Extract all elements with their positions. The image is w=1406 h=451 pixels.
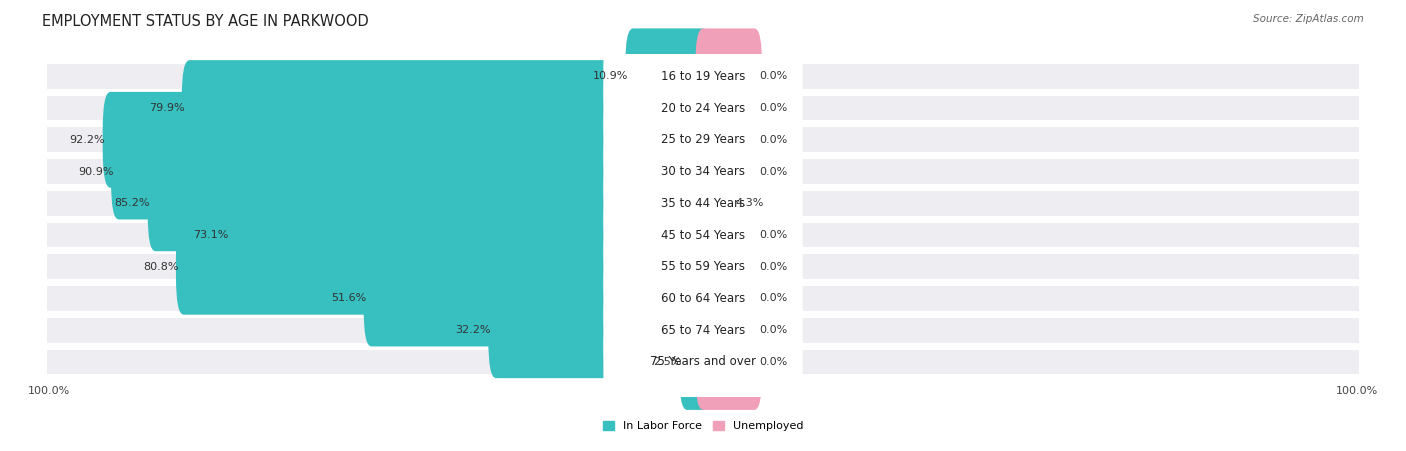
Text: 0.0%: 0.0% xyxy=(759,262,787,272)
FancyBboxPatch shape xyxy=(48,283,1358,314)
FancyBboxPatch shape xyxy=(48,159,1358,184)
FancyBboxPatch shape xyxy=(696,60,762,156)
FancyBboxPatch shape xyxy=(603,179,803,291)
Text: 2.5%: 2.5% xyxy=(654,357,682,367)
Text: 100.0%: 100.0% xyxy=(1336,386,1378,396)
FancyBboxPatch shape xyxy=(48,191,1358,216)
FancyBboxPatch shape xyxy=(679,314,710,410)
FancyBboxPatch shape xyxy=(696,187,762,283)
Text: 0.0%: 0.0% xyxy=(759,103,787,113)
FancyBboxPatch shape xyxy=(181,60,710,156)
FancyBboxPatch shape xyxy=(603,210,803,323)
Text: 85.2%: 85.2% xyxy=(115,198,150,208)
FancyBboxPatch shape xyxy=(696,282,762,378)
FancyBboxPatch shape xyxy=(48,350,1358,374)
Text: 16 to 19 Years: 16 to 19 Years xyxy=(661,70,745,83)
Text: 0.0%: 0.0% xyxy=(759,325,787,335)
FancyBboxPatch shape xyxy=(696,92,762,188)
FancyBboxPatch shape xyxy=(48,64,1358,89)
FancyBboxPatch shape xyxy=(148,155,710,251)
Text: 65 to 74 Years: 65 to 74 Years xyxy=(661,324,745,337)
FancyBboxPatch shape xyxy=(48,219,1358,251)
Text: EMPLOYMENT STATUS BY AGE IN PARKWOOD: EMPLOYMENT STATUS BY AGE IN PARKWOOD xyxy=(42,14,368,28)
FancyBboxPatch shape xyxy=(696,314,762,410)
FancyBboxPatch shape xyxy=(48,96,1358,120)
Text: 10.9%: 10.9% xyxy=(592,71,628,81)
Text: Source: ZipAtlas.com: Source: ZipAtlas.com xyxy=(1253,14,1364,23)
FancyBboxPatch shape xyxy=(696,124,762,220)
FancyBboxPatch shape xyxy=(603,274,803,387)
FancyBboxPatch shape xyxy=(603,83,803,196)
FancyBboxPatch shape xyxy=(696,155,738,251)
FancyBboxPatch shape xyxy=(103,92,710,188)
Text: 0.0%: 0.0% xyxy=(759,135,787,145)
FancyBboxPatch shape xyxy=(603,51,803,165)
Text: 32.2%: 32.2% xyxy=(456,325,491,335)
Legend: In Labor Force, Unemployed: In Labor Force, Unemployed xyxy=(598,417,808,436)
Text: 75 Years and over: 75 Years and over xyxy=(650,355,756,368)
Text: 51.6%: 51.6% xyxy=(330,294,366,304)
FancyBboxPatch shape xyxy=(696,28,762,124)
FancyBboxPatch shape xyxy=(111,124,710,220)
FancyBboxPatch shape xyxy=(48,254,1358,279)
FancyBboxPatch shape xyxy=(603,305,803,419)
FancyBboxPatch shape xyxy=(48,346,1358,378)
Text: 0.0%: 0.0% xyxy=(759,230,787,240)
Text: 0.0%: 0.0% xyxy=(759,166,787,176)
FancyBboxPatch shape xyxy=(603,242,803,355)
FancyBboxPatch shape xyxy=(48,223,1358,248)
FancyBboxPatch shape xyxy=(48,286,1358,311)
FancyBboxPatch shape xyxy=(603,20,803,133)
FancyBboxPatch shape xyxy=(626,28,710,124)
FancyBboxPatch shape xyxy=(364,251,710,346)
Text: 45 to 54 Years: 45 to 54 Years xyxy=(661,229,745,242)
Text: 73.1%: 73.1% xyxy=(193,230,228,240)
FancyBboxPatch shape xyxy=(696,251,762,346)
Text: 92.2%: 92.2% xyxy=(70,135,105,145)
Text: 20 to 24 Years: 20 to 24 Years xyxy=(661,101,745,115)
FancyBboxPatch shape xyxy=(48,318,1358,343)
FancyBboxPatch shape xyxy=(696,219,762,315)
Text: 0.0%: 0.0% xyxy=(759,71,787,81)
Text: 79.9%: 79.9% xyxy=(149,103,184,113)
Text: 0.0%: 0.0% xyxy=(759,294,787,304)
FancyBboxPatch shape xyxy=(48,251,1358,283)
FancyBboxPatch shape xyxy=(48,124,1358,156)
FancyBboxPatch shape xyxy=(603,115,803,228)
Text: 100.0%: 100.0% xyxy=(28,386,70,396)
Text: 0.0%: 0.0% xyxy=(759,357,787,367)
FancyBboxPatch shape xyxy=(603,147,803,260)
Text: 35 to 44 Years: 35 to 44 Years xyxy=(661,197,745,210)
FancyBboxPatch shape xyxy=(48,60,1358,92)
FancyBboxPatch shape xyxy=(48,314,1358,346)
FancyBboxPatch shape xyxy=(48,92,1358,124)
FancyBboxPatch shape xyxy=(225,187,710,283)
Text: 4.3%: 4.3% xyxy=(735,198,763,208)
Text: 25 to 29 Years: 25 to 29 Years xyxy=(661,133,745,146)
Text: 55 to 59 Years: 55 to 59 Years xyxy=(661,260,745,273)
FancyBboxPatch shape xyxy=(488,282,710,378)
Text: 60 to 64 Years: 60 to 64 Years xyxy=(661,292,745,305)
Text: 80.8%: 80.8% xyxy=(143,262,179,272)
FancyBboxPatch shape xyxy=(176,219,710,315)
FancyBboxPatch shape xyxy=(48,128,1358,152)
Text: 90.9%: 90.9% xyxy=(79,166,114,176)
FancyBboxPatch shape xyxy=(48,188,1358,219)
FancyBboxPatch shape xyxy=(48,156,1358,188)
Text: 30 to 34 Years: 30 to 34 Years xyxy=(661,165,745,178)
